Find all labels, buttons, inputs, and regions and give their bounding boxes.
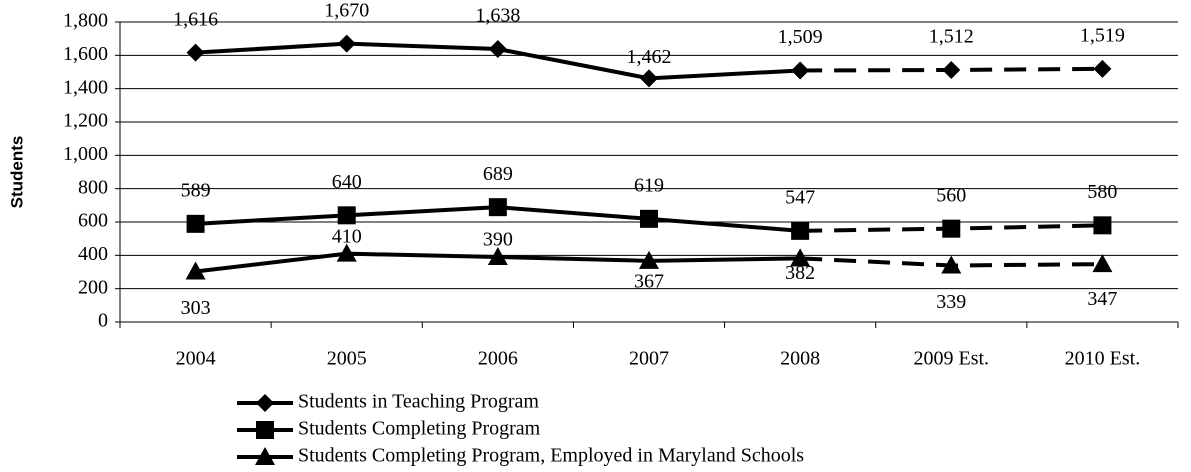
y-tick-label: 1,400 (63, 76, 108, 98)
data-label: 410 (332, 225, 362, 247)
marker (1093, 59, 1112, 78)
marker (790, 248, 811, 267)
x-tick-label: 2004 (176, 348, 216, 370)
x-tick-label: 2010 Est. (1065, 348, 1141, 370)
x-tick-label: 2009 Est. (914, 348, 990, 370)
y-tick-label: 1,200 (63, 110, 108, 132)
marker (337, 206, 356, 225)
marker (488, 40, 507, 58)
data-label: 580 (1087, 181, 1117, 203)
data-label: 689 (483, 163, 513, 185)
legend-marker (256, 421, 274, 439)
y-tick-label: 1,000 (63, 143, 108, 165)
data-label: 619 (634, 174, 664, 196)
marker (942, 61, 961, 79)
legend-label: Students in Teaching Program (298, 391, 539, 413)
data-label: 1,616 (173, 8, 218, 30)
data-label: 1,512 (929, 26, 974, 48)
marker (487, 247, 508, 265)
marker (186, 214, 205, 233)
legend-label: Students Completing Program, Employed in… (298, 445, 804, 467)
data-label: 1,670 (324, 0, 369, 21)
y-tick-label: 200 (78, 276, 108, 298)
data-label: 1,519 (1080, 24, 1125, 46)
data-label: 339 (936, 291, 966, 313)
marker (185, 261, 206, 280)
data-label: 390 (483, 229, 513, 251)
y-tick-label: 1,800 (63, 10, 108, 32)
legend-marker (255, 447, 275, 465)
marker (791, 61, 810, 80)
data-label: 347 (1087, 288, 1117, 310)
marker (942, 219, 961, 238)
data-label: 1,509 (778, 26, 823, 48)
data-label: 560 (936, 184, 966, 206)
marker (791, 221, 810, 240)
marker (1092, 254, 1113, 273)
legend-marker (256, 394, 274, 412)
marker (1093, 216, 1112, 235)
data-label: 640 (332, 171, 362, 193)
legend-label: Students Completing Program (298, 418, 541, 440)
marker (488, 198, 507, 217)
data-label: 303 (181, 297, 211, 319)
marker (186, 43, 205, 62)
data-label: 382 (785, 262, 815, 284)
data-label: 589 (181, 179, 211, 201)
y-tick-label: 800 (78, 176, 108, 198)
marker (639, 250, 659, 269)
marker (941, 255, 962, 274)
marker (640, 209, 658, 228)
y-tick-label: 600 (78, 210, 108, 232)
x-tick-label: 2006 (478, 348, 518, 370)
marker (336, 243, 357, 262)
y-tick-label: 1,600 (63, 43, 108, 65)
y-axis-title: Students (7, 136, 26, 209)
x-tick-label: 2007 (629, 348, 669, 370)
marker (640, 69, 658, 88)
data-label: 367 (634, 270, 664, 292)
x-tick-label: 2008 (780, 348, 820, 370)
data-label: 1,462 (627, 46, 672, 68)
data-label: 547 (785, 186, 815, 208)
data-label: 1,638 (475, 5, 520, 27)
y-tick-label: 400 (78, 243, 108, 265)
marker (337, 34, 356, 53)
y-tick-label: 0 (98, 310, 108, 332)
x-tick-label: 2005 (327, 348, 367, 370)
